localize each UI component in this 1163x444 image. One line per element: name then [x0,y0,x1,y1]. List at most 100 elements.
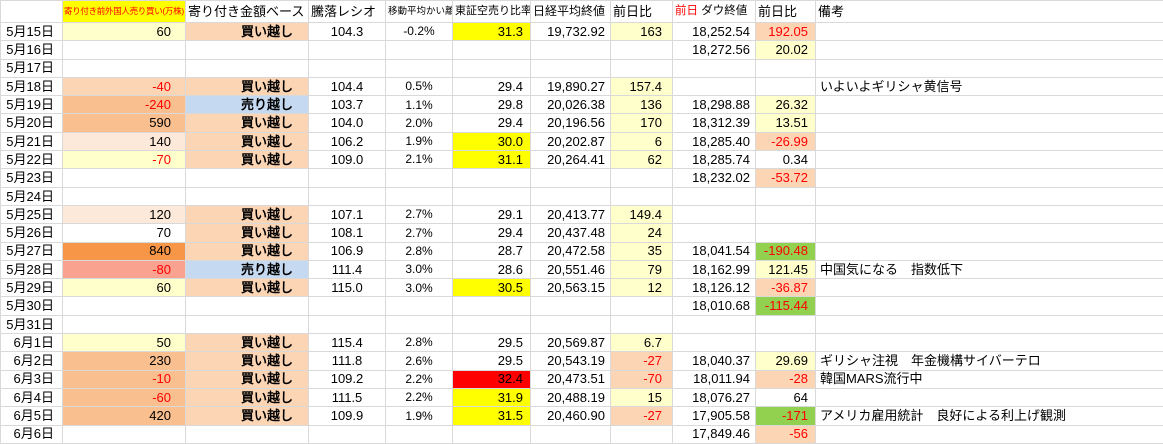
cell-date[interactable]: 5月31日 [1,315,63,333]
cell-base[interactable] [186,59,309,77]
cell-ma[interactable]: 2.0% [386,114,453,132]
header-dow-change[interactable]: 前日比 [756,1,816,23]
cell-change[interactable] [611,59,673,77]
cell-date[interactable]: 6月4日 [1,388,63,406]
cell-dow-change[interactable] [756,334,816,352]
cell-short[interactable]: 31.5 [453,407,531,425]
cell-date[interactable]: 6月6日 [1,425,63,443]
cell-foreign[interactable] [63,169,186,187]
cell-dow-change[interactable]: 64 [756,388,816,406]
cell-date[interactable]: 5月20日 [1,114,63,132]
cell-ratio[interactable]: 108.1 [309,224,386,242]
cell-remarks[interactable] [816,96,1163,114]
cell-base[interactable] [186,425,309,443]
cell-base[interactable] [186,315,309,333]
header-nikkei-close[interactable]: 日経平均終値 [531,1,611,23]
cell-dow-change[interactable] [756,224,816,242]
cell-foreign[interactable] [63,315,186,333]
cell-dow[interactable]: 18,011.94 [673,370,756,388]
cell-nikkei[interactable] [531,169,611,187]
cell-date[interactable]: 5月23日 [1,169,63,187]
cell-ma[interactable]: 3.0% [386,279,453,297]
cell-base[interactable] [186,187,309,205]
cell-change[interactable]: 157.4 [611,77,673,95]
cell-nikkei[interactable]: 20,563.15 [531,279,611,297]
cell-date[interactable]: 5月25日 [1,205,63,223]
cell-ma[interactable]: 1.9% [386,407,453,425]
cell-foreign[interactable]: 60 [63,23,186,41]
cell-short[interactable]: 32.4 [453,370,531,388]
cell-dow[interactable]: 18,298.88 [673,96,756,114]
cell-foreign[interactable]: 420 [63,407,186,425]
cell-date[interactable]: 6月5日 [1,407,63,425]
cell-short[interactable] [453,315,531,333]
cell-ratio[interactable] [309,187,386,205]
cell-ratio[interactable]: 109.2 [309,370,386,388]
cell-remarks[interactable] [816,242,1163,260]
cell-foreign[interactable] [63,41,186,59]
cell-ratio[interactable] [309,169,386,187]
cell-dow[interactable]: 18,040.37 [673,352,756,370]
header-foreign-trading[interactable]: 寄り付き前外国人売り買い(万株) [63,1,186,23]
cell-change[interactable]: 24 [611,224,673,242]
cell-remarks[interactable] [816,41,1163,59]
cell-ma[interactable]: 2.1% [386,151,453,169]
cell-ratio[interactable]: 106.9 [309,242,386,260]
cell-ma[interactable] [386,425,453,443]
cell-short[interactable]: 29.4 [453,77,531,95]
cell-base[interactable]: 買い越し [186,370,309,388]
cell-ratio[interactable] [309,315,386,333]
cell-ma[interactable] [386,297,453,315]
cell-foreign[interactable] [63,59,186,77]
cell-ma[interactable]: 1.1% [386,96,453,114]
cell-remarks[interactable] [816,59,1163,77]
cell-dow-change[interactable]: -171 [756,407,816,425]
cell-base[interactable]: 売り越し [186,96,309,114]
cell-foreign[interactable]: -80 [63,260,186,278]
cell-short[interactable] [453,59,531,77]
cell-date[interactable]: 5月30日 [1,297,63,315]
cell-ma[interactable]: 2.8% [386,334,453,352]
cell-change[interactable]: 35 [611,242,673,260]
header-moving-average-deviation[interactable]: 移動平均かい離 [386,1,453,23]
header-nikkei-change[interactable]: 前日比 [611,1,673,23]
header-advance-decline-ratio[interactable]: 騰落レシオ [309,1,386,23]
cell-remarks[interactable]: いよいよギリシャ黄信号 [816,77,1163,95]
cell-remarks[interactable]: 韓国MARS流行中 [816,370,1163,388]
cell-remarks[interactable] [816,425,1163,443]
cell-remarks[interactable] [816,205,1163,223]
cell-dow[interactable] [673,205,756,223]
cell-foreign[interactable]: 840 [63,242,186,260]
cell-date[interactable]: 5月24日 [1,187,63,205]
cell-dow[interactable] [673,224,756,242]
cell-ma[interactable] [386,59,453,77]
cell-ratio[interactable]: 103.7 [309,96,386,114]
cell-change[interactable] [611,187,673,205]
cell-dow[interactable]: 18,285.74 [673,151,756,169]
cell-nikkei[interactable] [531,315,611,333]
cell-base[interactable] [186,41,309,59]
cell-ma[interactable]: 2.7% [386,224,453,242]
cell-remarks[interactable] [816,169,1163,187]
cell-base[interactable]: 買い越し [186,352,309,370]
cell-dow[interactable] [673,334,756,352]
cell-short[interactable]: 29.8 [453,96,531,114]
cell-dow[interactable]: 18,285.40 [673,132,756,150]
cell-dow-change[interactable]: 0.34 [756,151,816,169]
cell-ratio[interactable]: 111.5 [309,388,386,406]
cell-nikkei[interactable]: 20,202.87 [531,132,611,150]
cell-date[interactable]: 6月1日 [1,334,63,352]
cell-ratio[interactable]: 107.1 [309,205,386,223]
cell-short[interactable]: 29.4 [453,114,531,132]
cell-short[interactable] [453,187,531,205]
cell-short[interactable]: 29.5 [453,334,531,352]
cell-foreign[interactable]: -10 [63,370,186,388]
cell-foreign[interactable]: 140 [63,132,186,150]
cell-remarks[interactable] [816,388,1163,406]
cell-ratio[interactable]: 106.2 [309,132,386,150]
cell-base[interactable]: 買い越し [186,407,309,425]
cell-ratio[interactable]: 109.9 [309,407,386,425]
cell-dow[interactable]: 18,010.68 [673,297,756,315]
cell-remarks[interactable]: アメリカ雇用統計 良好による利上げ観測 [816,407,1163,425]
cell-base[interactable]: 買い越し [186,77,309,95]
